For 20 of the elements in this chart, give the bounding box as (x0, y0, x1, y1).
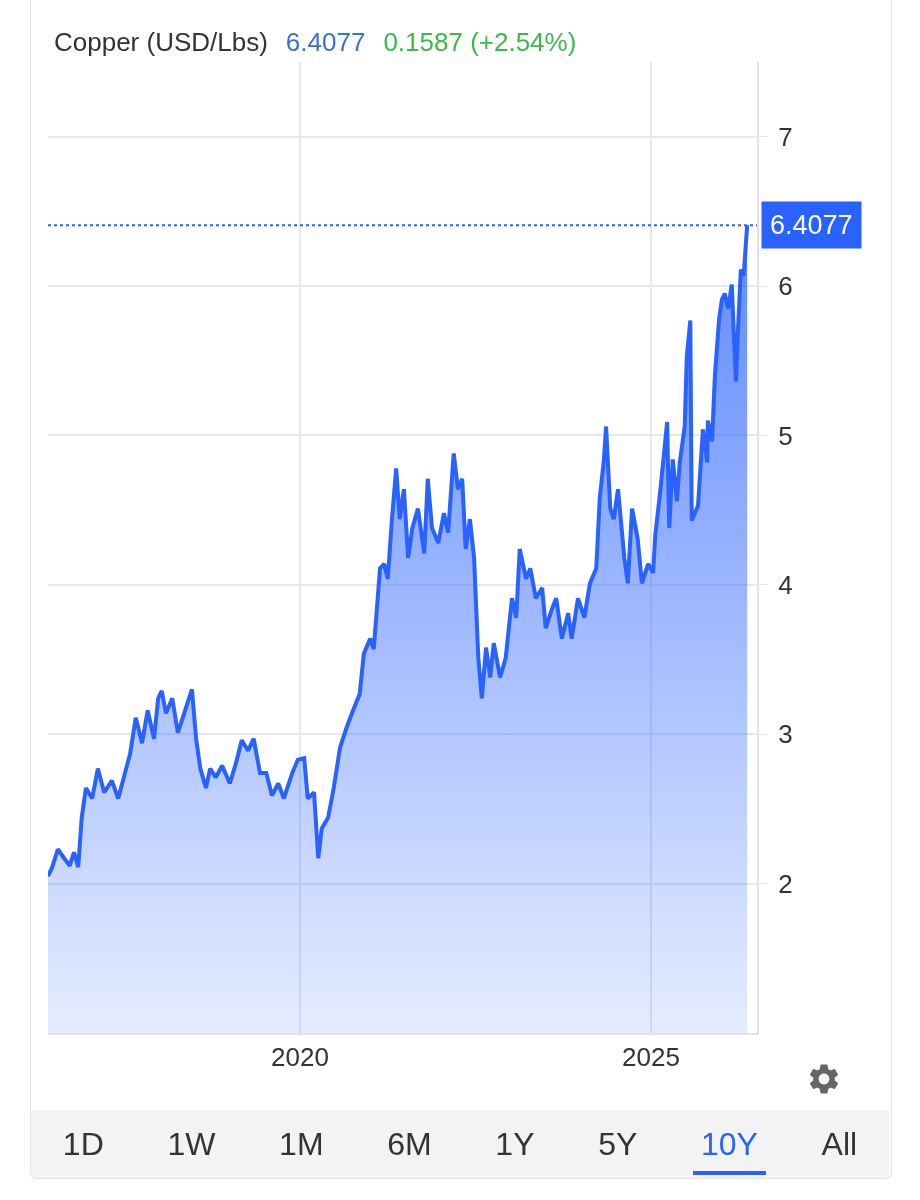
text: 10Y (692, 1125, 766, 1163)
text: 1D (61, 1125, 105, 1163)
chart-title: Copper (USD/Lbs) (54, 27, 268, 57)
text: 1M (278, 1125, 325, 1163)
x-tick-label: 2020 (271, 1042, 329, 1073)
y-tick-label: 7 (778, 121, 793, 152)
text: All (820, 1125, 859, 1163)
y-tick-label: 5 (778, 420, 793, 451)
text: 6M (386, 1125, 433, 1163)
x-tick-label: 2025 (622, 1042, 680, 1073)
text: 1Y (494, 1125, 536, 1163)
y-tick-label: 2 (778, 868, 793, 899)
text: 6.4077 (285, 27, 366, 57)
y-tick-label: 4 (778, 569, 793, 600)
ref-line-label: 6.4077 (770, 210, 853, 240)
text: 0.1587 (+2.54%) (383, 27, 577, 57)
y-tick-label: 6 (778, 271, 793, 302)
y-tick-label: 3 (778, 719, 793, 750)
text: 5Y (597, 1125, 639, 1163)
text: 1W (166, 1125, 217, 1163)
